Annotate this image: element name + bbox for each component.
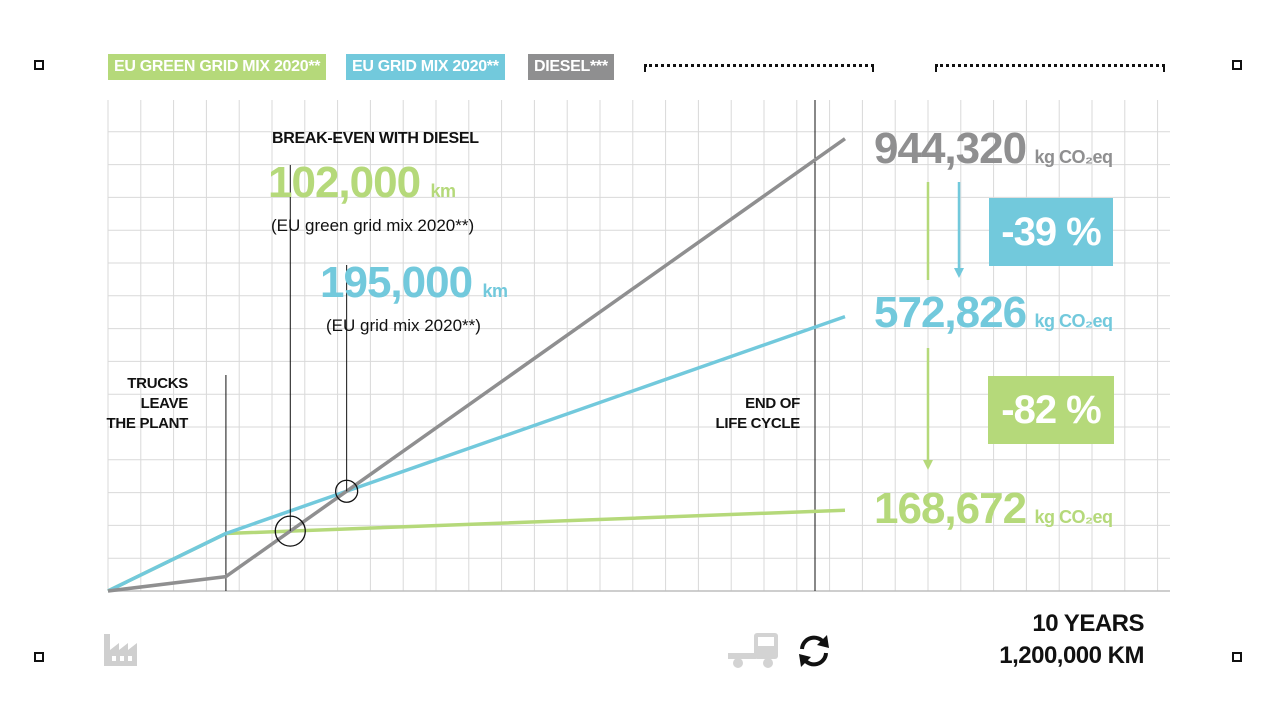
trucks-leave-line-1: TRUCKS [127, 375, 188, 392]
trucks-leave-label: TRUCKS LEAVE THE PLANT [100, 374, 189, 434]
trucks-leave-line-2: LEAVE [140, 395, 189, 412]
grid-total-value: 572,826 [874, 288, 1027, 337]
green-arrow-lower-head [923, 460, 933, 470]
annotation-lines [225, 100, 816, 591]
legend-green-grid: EU GREEN GRID MIX 2020** [108, 54, 327, 80]
green-break-even-note: (EU green grid mix 2020**) [271, 216, 475, 235]
series-line-0 [107, 137, 847, 593]
corner-mark-bottom-left [34, 652, 44, 662]
decorative-dotted-bracket-1 [644, 64, 874, 72]
break-even-circle-0 [274, 515, 306, 547]
series-line-1 [107, 314, 846, 593]
blue-break-even-unit: km [482, 281, 509, 301]
lifetime-distance: 1,200,000 KM [999, 642, 1144, 669]
chart-series [107, 137, 847, 593]
grid-total-unit: kg CO₂eq [1034, 311, 1114, 331]
end-of-life-line-1: END OF [745, 395, 800, 412]
end-of-life-line-2: LIFE CYCLE [715, 415, 800, 432]
blue-arrow-head [954, 268, 964, 278]
recycle-arrows-icon [799, 635, 829, 667]
green-total-unit: kg CO₂eq [1034, 507, 1114, 527]
corner-mark-bottom-right [1232, 652, 1242, 662]
break-even-markers [274, 165, 359, 547]
diesel-total-value: 944,320 [874, 124, 1027, 173]
reduction-arrows [923, 182, 964, 470]
legend-eu-grid: EU GRID MIX 2020** [346, 54, 505, 80]
green-total-value: 168,672 [874, 484, 1027, 533]
legend-diesel: DIESEL*** [528, 54, 614, 80]
trucks-leave-line-3: THE PLANT [106, 415, 189, 432]
green-break-even-number: 102,000 [268, 158, 421, 207]
break-even-title: BREAK-EVEN WITH DIESEL [272, 130, 479, 147]
green-break-even-value: 102,000 km [268, 158, 456, 208]
corner-mark-top-right [1232, 60, 1242, 70]
green-total: 168,672 kg CO₂eq [874, 484, 1113, 534]
blue-break-even-value: 195,000 km [320, 258, 508, 308]
grid-total: 572,826 kg CO₂eq [874, 288, 1113, 338]
blue-break-even-note: (EU grid mix 2020**) [326, 316, 481, 335]
green-break-even-unit: km [430, 181, 457, 201]
lifetime-years: 10 YEARS [1032, 610, 1144, 637]
blue-break-even-number: 195,000 [320, 258, 473, 307]
truck-icon [728, 633, 778, 668]
diesel-total-unit: kg CO₂eq [1034, 147, 1114, 167]
diesel-total: 944,320 kg CO₂eq [874, 124, 1113, 174]
factory-icon [104, 634, 137, 666]
corner-mark-top-left [34, 60, 44, 70]
end-of-life-label: END OF LIFE CYCLE [712, 394, 800, 434]
reduction-grid-badge: -39 % [989, 198, 1113, 266]
decorative-dotted-bracket-2 [935, 64, 1165, 72]
reduction-green-badge: -82 % [988, 376, 1114, 444]
break-even-circle-1 [335, 479, 359, 503]
